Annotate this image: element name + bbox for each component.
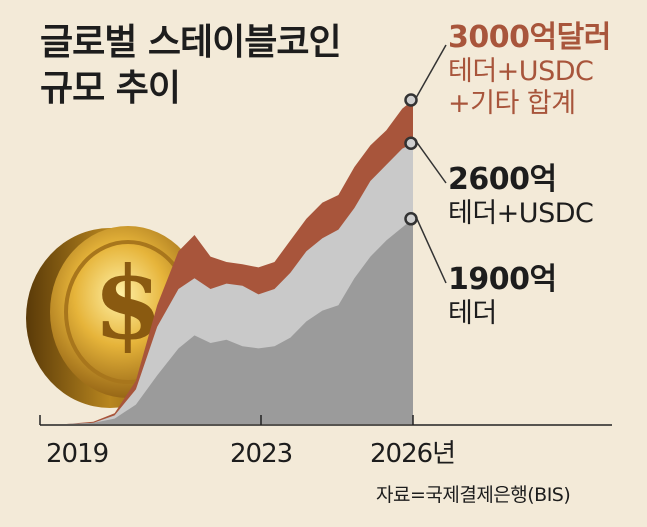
plot-area <box>40 44 447 424</box>
x-tick-label: 2026년 <box>370 439 455 469</box>
annotation-total-value: 3000억달러 <box>448 20 611 55</box>
marker-tether-usdc-leader <box>415 140 447 184</box>
annotation-tether: 1900억 테더 <box>448 262 557 330</box>
area-tether <box>40 218 413 424</box>
x-tick-label: 2023 <box>230 439 292 469</box>
annotation-tether-label: 테더 <box>448 298 497 329</box>
annotation-tether-usdc: 2600억 테더+USDC <box>448 162 594 230</box>
annotation-tether-value: 1900억 <box>448 262 557 297</box>
x-tick-label: 2019 <box>46 439 108 469</box>
marker-total-leader <box>415 44 447 99</box>
chart-title: 글로벌 스테이블코인 규모 추이 <box>40 20 342 112</box>
source-note: 자료=국제결제은행(BIS) <box>376 484 571 506</box>
annotation-total-label: 테더+USDC +기타 합계 <box>448 56 594 119</box>
marker-tether <box>404 212 418 226</box>
title-line-1: 글로벌 스테이블코인 <box>40 22 342 63</box>
marker-total <box>404 93 418 107</box>
marker-tether-usdc <box>404 136 418 150</box>
annotation-tether-usdc-label: 테더+USDC <box>448 198 594 229</box>
annotation-total: 3000억달러 테더+USDC +기타 합계 <box>448 20 638 120</box>
annotation-tether-usdc-value: 2600억 <box>448 162 557 197</box>
marker-tether-leader <box>415 216 447 284</box>
title-line-2: 규모 추이 <box>40 68 181 109</box>
